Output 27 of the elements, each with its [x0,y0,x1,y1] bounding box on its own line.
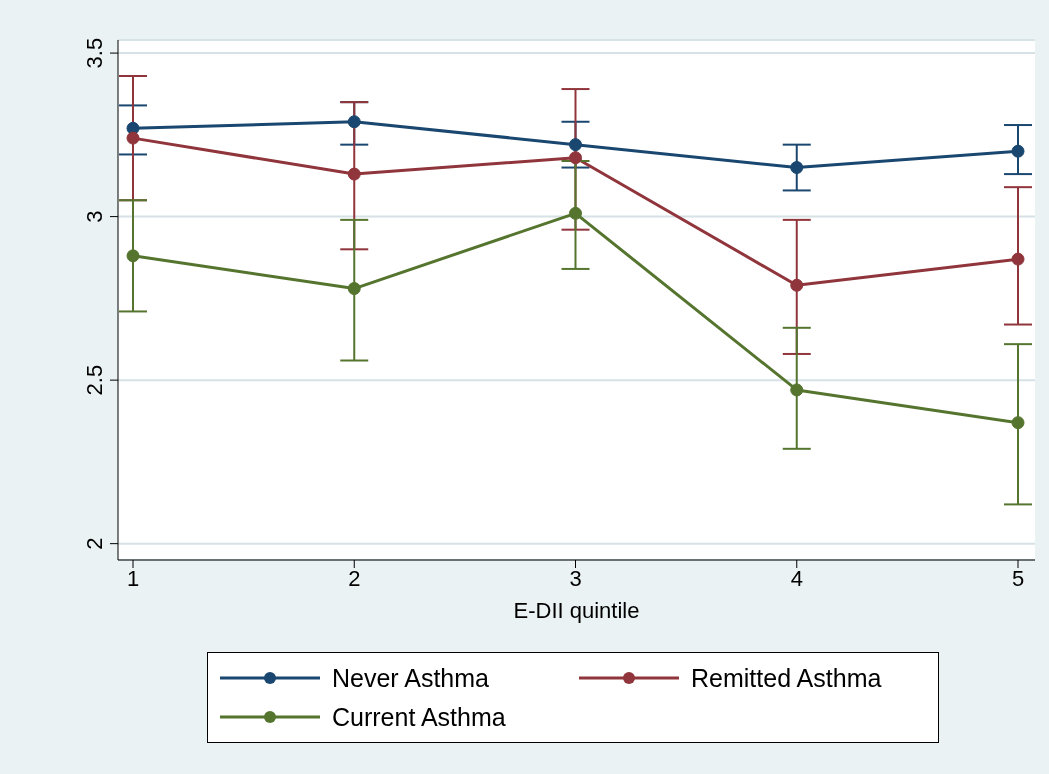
y-tick-label: 3 [82,210,107,223]
point [569,206,582,220]
point [347,167,361,181]
x-tick-label: 5 [1011,565,1025,591]
point [790,161,804,175]
point [126,249,140,263]
x-tick-label: 3 [569,565,582,591]
point [1011,416,1025,430]
point [126,131,140,145]
y-tick-label: 2 [82,537,107,550]
y-tick-label: 2.5 [82,364,107,396]
point [569,138,582,152]
x-tick-label: 4 [790,565,803,591]
legend-label: Never Asthma [332,663,490,693]
x-tick-label: 1 [126,565,140,591]
legend-label: Remitted Asthma [691,663,882,693]
point [569,151,582,165]
point [347,282,361,296]
point [1011,252,1025,266]
point [790,278,804,292]
x-axis-title: E-DII quintile [513,598,640,623]
point [347,115,361,129]
y-tick-label: 3.5 [82,37,107,69]
point [1011,144,1025,158]
legend-label: Current Asthma [332,702,506,732]
x-tick-label: 2 [348,565,361,591]
point [790,383,804,397]
